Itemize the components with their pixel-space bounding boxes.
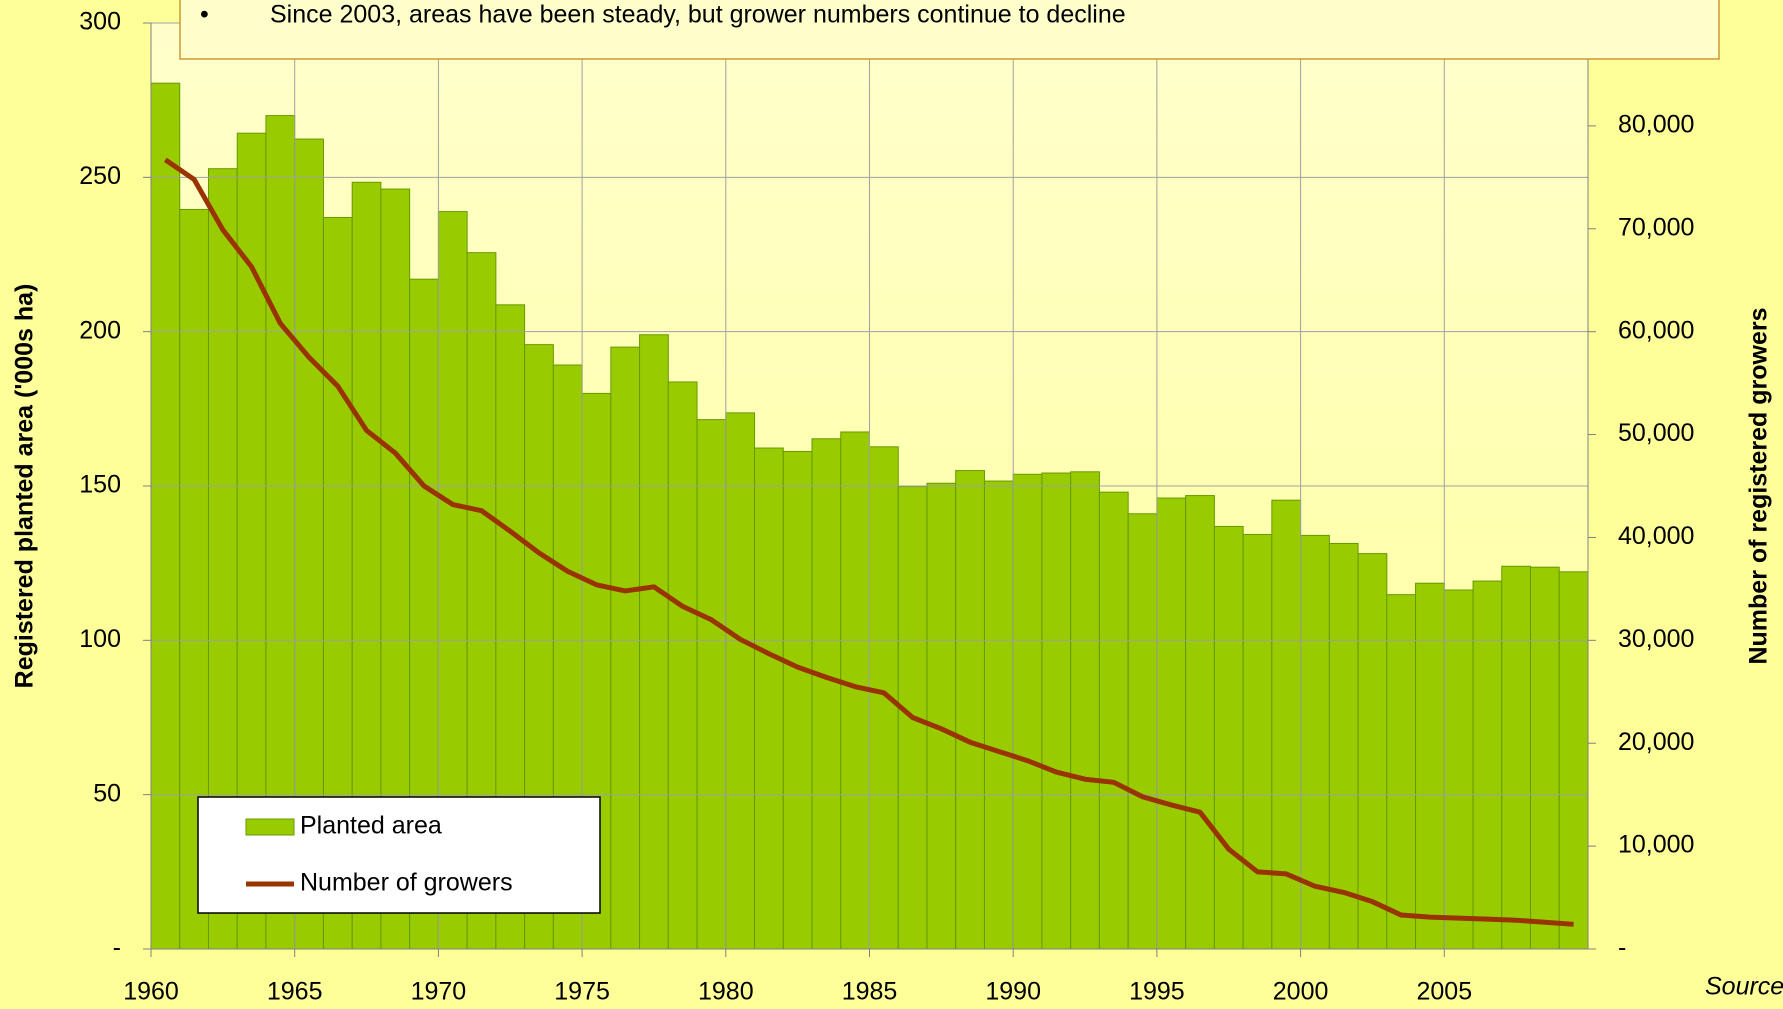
bar [1185,495,1215,950]
y-tick-label: - [113,934,121,962]
bar [926,482,957,950]
x-tick-label: 1965 [267,978,323,1006]
legend-label: Planted area [300,812,442,840]
bar [1127,513,1158,950]
y2-tick-label: 60,000 [1618,316,1694,344]
bar [1415,582,1445,950]
y2-tick-label: 70,000 [1618,213,1694,241]
y-axis-title: Registered planted area ('000s ha) [11,284,39,689]
y2-tick-label: 30,000 [1618,625,1694,653]
x-tick-label: 1990 [985,978,1041,1006]
x-tick-label: 1995 [1129,978,1185,1006]
bar [639,334,669,950]
x-tick-label: 1985 [842,978,898,1006]
bar [1012,473,1043,950]
x-tick-label: 2005 [1416,978,1472,1006]
y-tick-label: 150 [79,471,121,499]
bar [782,450,813,950]
bar [1501,565,1532,950]
note: Since 2003, areas have been steady, but … [270,1,1126,29]
bar [1213,525,1244,950]
bar [1156,497,1187,950]
x-tick-label: 1975 [554,978,610,1006]
bar [610,346,641,950]
bar [811,438,842,950]
bar [1357,553,1388,950]
y2-tick-label: 50,000 [1618,419,1694,447]
bar [955,470,985,950]
y-tick-label: 100 [79,625,121,653]
bar [1386,594,1417,950]
y2-tick-label: 40,000 [1618,522,1694,550]
bar [667,381,698,950]
bar [1098,491,1129,950]
bar [869,446,899,950]
bar [150,82,181,950]
y-tick-label: 300 [79,8,121,36]
bar [1271,499,1302,950]
x-tick-label: 2000 [1273,978,1329,1006]
legend [197,796,601,914]
y-tick-label: 200 [79,316,121,344]
x-tick-label: 1960 [123,978,179,1006]
x-tick-label: 1980 [698,978,754,1006]
bar [1472,580,1503,950]
bar [1041,472,1072,950]
bar [1328,542,1359,950]
y-tick-label: 250 [79,162,121,190]
bar [1530,566,1560,950]
bar [754,447,784,950]
y-tick-label: 50 [93,779,121,807]
bar [1443,589,1474,950]
y2-tick-label: 10,000 [1618,831,1694,859]
y2-tick-label: 80,000 [1618,110,1694,138]
bar [1558,571,1589,950]
bar [725,412,756,950]
line [163,157,1574,927]
y2-axis-title: Number of registered growers [1745,307,1773,664]
bar [983,480,1014,950]
bar [696,419,727,950]
y2-tick-label: - [1618,934,1626,962]
bar [1070,471,1100,950]
x-tick-label: 1970 [411,978,467,1006]
legend-label: Number of growers [300,869,513,897]
note-box [179,0,1720,60]
bullet: • [200,1,209,29]
y2-tick-label: 20,000 [1618,728,1694,756]
source: Source [1705,973,1783,1001]
legend-swatch [245,818,295,836]
bar [1242,533,1273,950]
